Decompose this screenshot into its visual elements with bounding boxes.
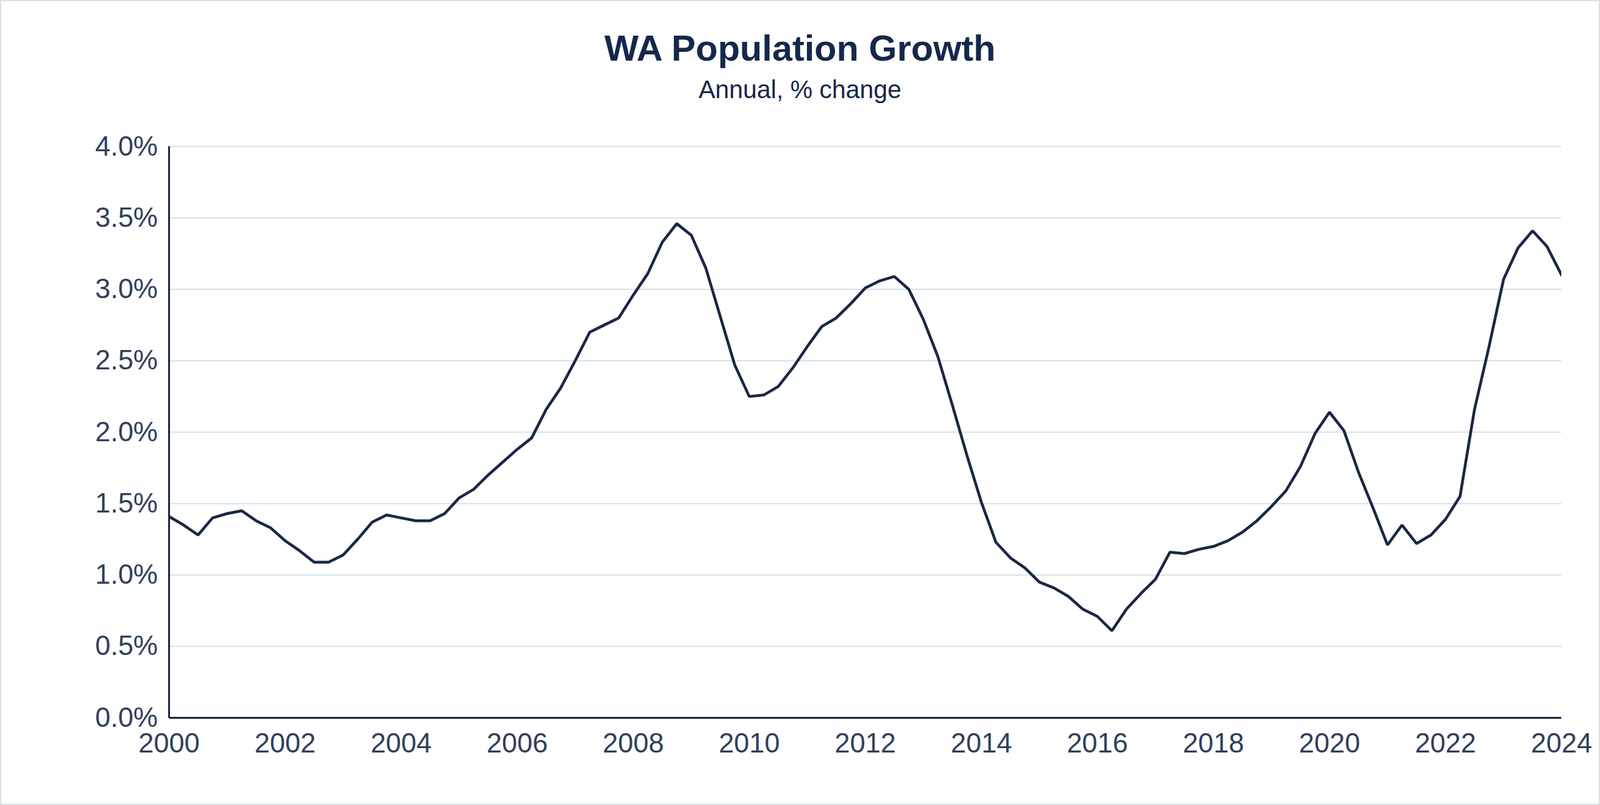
svg-text:3.0%: 3.0% xyxy=(95,273,158,304)
svg-text:3.5%: 3.5% xyxy=(95,201,158,233)
svg-text:2014: 2014 xyxy=(950,727,1012,759)
svg-text:2018: 2018 xyxy=(1183,727,1245,759)
svg-text:2.5%: 2.5% xyxy=(95,344,158,375)
svg-text:2008: 2008 xyxy=(602,727,664,759)
svg-text:2022: 2022 xyxy=(1415,727,1477,759)
svg-text:2020: 2020 xyxy=(1298,727,1360,759)
svg-text:1.5%: 1.5% xyxy=(95,487,158,519)
svg-text:2016: 2016 xyxy=(1066,727,1129,759)
html-text:WA Population Growth: WA Population Growth xyxy=(604,27,996,69)
svg-text:2004: 2004 xyxy=(370,727,432,759)
svg-text:2002: 2002 xyxy=(254,727,316,759)
svg-text:2.0%: 2.0% xyxy=(95,416,158,447)
svg-text:2006: 2006 xyxy=(486,727,549,759)
svg-text:2012: 2012 xyxy=(835,727,897,759)
svg-text:4.0%: 4.0% xyxy=(95,130,158,162)
svg-text:2010: 2010 xyxy=(718,727,780,759)
svg-text:0.0%: 0.0% xyxy=(95,701,158,733)
svg-text:2024: 2024 xyxy=(1531,727,1593,759)
svg-text:1.0%: 1.0% xyxy=(95,558,158,590)
html-text:Annual, % change: Annual, % change xyxy=(698,75,902,104)
svg-text:0.5%: 0.5% xyxy=(95,630,158,661)
svg-text:2000: 2000 xyxy=(138,727,200,759)
